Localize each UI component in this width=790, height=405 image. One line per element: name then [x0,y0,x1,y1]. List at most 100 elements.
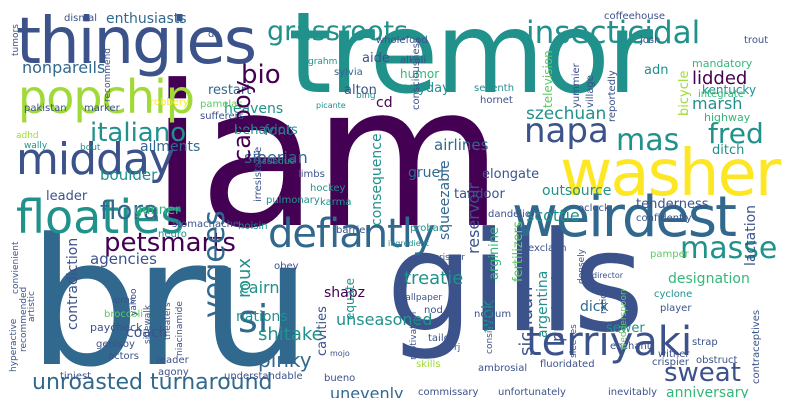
word-grassroots: grassroots [267,16,409,47]
word-weirdest: weirdest [512,185,737,250]
word-karma: karma [320,197,352,208]
word-predominate: predominate [548,239,567,342]
word-lidded: lidded [692,68,748,89]
word-wally: wally [24,141,48,151]
word-consciousness: consciousness [411,37,422,110]
word-treatie: treatie [404,268,464,289]
word-genisoy: genisoy [96,339,135,350]
word-enthusiasts: enthusiasts [106,11,187,27]
word-fertilizers: fertilizers [511,221,526,282]
word-turnaround: turnaround [150,370,273,395]
word-napa: napa [524,111,609,151]
word-vegees: vegees [197,210,232,318]
word-elongate: elongate [482,167,540,182]
word-bio: bio [241,60,281,90]
word-outsource: outsource [542,183,612,199]
word-agencies: agencies [90,250,157,268]
word-behaviors: behaviors [234,123,298,138]
word-squeezable: squeezable [437,160,453,240]
word-mandatory: mandatory [692,57,753,70]
word-ems: ems [114,295,136,306]
word-josh: josh [640,35,661,46]
word-village: village [585,75,596,108]
word-boulder: boulder [100,166,158,184]
word-wholefood: wholefood [376,35,428,46]
word-sichuan: sichuan [516,286,537,356]
word-anniversary: anniversary [666,385,749,398]
word-marsh: marsh [692,94,743,113]
word-lactation: lactation [743,204,759,266]
word-strap: strap [692,337,718,348]
word-flora: flora [100,196,159,226]
word-integrate: integrate [698,89,744,100]
word-ds: ds [208,29,220,40]
word-coffeehouse: coffeehouse [604,11,665,22]
word-nations: nations [236,309,288,325]
word-cairn: cairn [240,278,280,297]
word-cavities: cavities [315,306,330,356]
word-pinky: pinky [258,348,312,372]
word-pakistan: pakistan [24,103,67,114]
word-floaties: floaties [16,190,185,244]
word-reportedly: reportedly [607,70,618,122]
word-shapz: shapz [324,285,365,301]
word-marker: marker [84,103,120,114]
word-subdue: subdue [262,157,296,167]
word-probar: probar [410,223,443,234]
word-shitake: shitake [258,324,323,345]
word-irresistable: irresistable [253,146,264,202]
word-petsmarts: petsmarts [104,228,236,258]
word-gruel: gruel [408,165,445,181]
word-adn: adn [644,63,669,78]
word-anyday: anyday [402,81,450,96]
word-player: player [660,303,692,314]
word-hyperactive: hyperactive [9,318,19,372]
word-hoisin: hoisin [238,221,268,232]
word-masse: masse [680,231,778,266]
word-crisper: crisper [434,253,465,263]
word-obey: obey [274,261,299,272]
word-ailments: ailments [140,139,201,155]
word-television: television [541,50,555,108]
word-reservoir: reservoir [464,182,483,254]
word-tremor: tremor [288,4,653,119]
word-si: si [238,297,269,341]
word-va: va [444,263,455,273]
word-siberian: siberian [244,148,308,167]
word-unfortunately: unfortunately [498,387,566,398]
word-hornet: hornet [480,95,513,106]
word-iam: iam [150,44,503,272]
word-font: font [264,123,292,139]
word-wedderspoon: wedderspoon [619,289,629,350]
word-defiantly: defiantly [268,211,436,257]
word-popchip: popchip [18,70,195,124]
word-pamper: pamper [650,249,689,260]
word-sidewalk: sidewalk [143,304,153,344]
word-pulmonary: pulmonary [266,195,320,206]
word-pamelas: pamelas [200,99,243,110]
word-contraceptives: contraceptives [751,309,762,384]
word-reader: reader [156,355,189,366]
word-nonpareils: nonpareils [22,58,106,77]
word-unevenly: unevenly [330,384,404,399]
word-wither: wither [658,349,690,360]
word-dick: dick [580,299,609,315]
word-leader: leader [46,189,88,204]
word-terriyaki: terriyaki [526,319,693,365]
word-roux: roux [234,257,255,298]
word-wallpaper: wallpaper [398,293,443,303]
word-dismal: dismal [64,13,97,24]
word-sewer: sewer [606,321,645,336]
word-bueno: bueno [324,373,356,384]
word-ingredient: ingredient [388,239,429,248]
word-mojo: mojo [330,349,350,358]
word-nexium: nexium [474,309,512,320]
word-insecticidal: insecticidal [526,15,701,51]
word-rj: rj [454,343,461,353]
word-sylvia: sylvia [334,67,363,78]
word-aide: aide [362,51,390,66]
word-tumors: tumors [11,24,21,56]
word-fred: fred [708,117,764,150]
word-alkali: alkali [400,55,427,66]
